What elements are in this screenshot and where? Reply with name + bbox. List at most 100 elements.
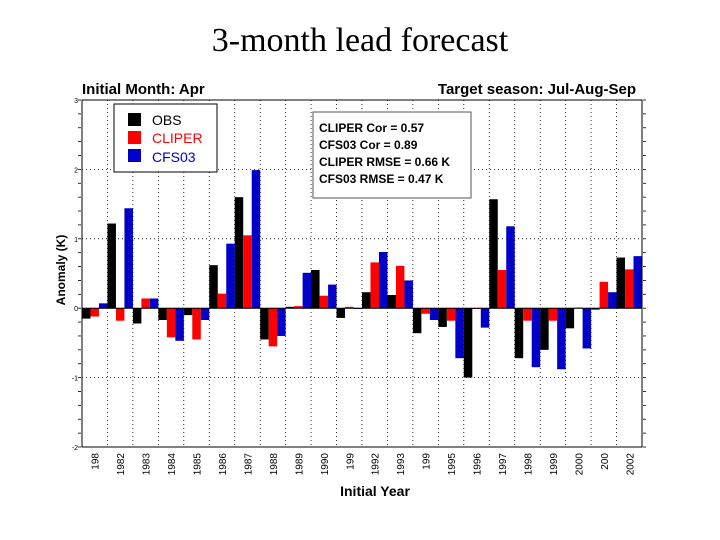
- bar-obs-2002: [616, 257, 626, 309]
- bar-cliper-1984: [166, 308, 176, 338]
- x-tick-label: 1983: [142, 453, 153, 476]
- bar-cliper-1987: [243, 235, 252, 309]
- legend-label-cliper: CLIPER: [152, 130, 203, 146]
- x-tick-label: 1999: [549, 453, 560, 476]
- bar-obs-2000: [565, 308, 575, 329]
- bar-obs-1983: [132, 308, 142, 324]
- x-tick-label: 1997: [498, 453, 509, 476]
- x-tick-label: 199: [422, 453, 433, 470]
- x-tick-label: 199: [345, 453, 356, 470]
- bar-cliper-2002: [625, 269, 634, 309]
- bar-cliper-1994: [421, 308, 430, 314]
- x-tick-label: 200: [600, 453, 611, 470]
- bar-obs-1995: [438, 308, 447, 327]
- bar-cfs03-1988: [277, 308, 286, 336]
- bar-cliper-1990: [319, 295, 329, 309]
- legend: OBS CLIPER CFS03: [113, 103, 218, 173]
- bar-cfs03-1999: [557, 308, 566, 370]
- x-tick-label: 1986: [218, 453, 229, 476]
- bar-cfs03-1981: [98, 303, 108, 309]
- bar-cfs03-1995: [455, 308, 464, 359]
- x-tick-label: 1987: [243, 453, 254, 476]
- bar-obs-1993: [387, 295, 396, 309]
- y-tick-label: -1: [72, 376, 78, 383]
- legend-label-cfs03: CFS03: [152, 149, 196, 165]
- y-tick-label: -2: [72, 445, 78, 452]
- bar-cfs03-1990: [328, 284, 337, 309]
- x-tick-label: 1996: [473, 453, 484, 476]
- bar-cfs03-1982: [124, 208, 133, 309]
- bar-cliper-1981: [90, 308, 99, 317]
- bar-cliper-2001: [599, 281, 609, 309]
- bar-obs-1990: [311, 270, 320, 309]
- plot-frame: [81, 99, 643, 448]
- bar-obs-1991: [336, 308, 346, 318]
- x-tick-label: 1989: [294, 453, 305, 476]
- bar-cfs03-2002: [633, 256, 643, 309]
- bar-cliper-1986: [217, 293, 227, 309]
- bar-obs-1992: [361, 292, 371, 309]
- x-tick-label: 1985: [193, 453, 204, 476]
- x-tick-label: 1993: [396, 453, 407, 476]
- bar-obs-1989: [285, 306, 295, 309]
- bar-cfs03-1996: [480, 308, 490, 328]
- bar-cliper-1989: [294, 306, 303, 309]
- x-tick-label: 1998: [523, 453, 534, 476]
- bar-cliper-1985: [192, 308, 201, 340]
- bar-cfs03-1994: [429, 308, 439, 320]
- bar-obs-1986: [209, 265, 218, 309]
- bar-cfs03-1984: [175, 308, 184, 341]
- bar-cfs03-2001: [608, 292, 617, 309]
- bar-cliper-1999: [548, 308, 558, 321]
- bar-obs-1997: [489, 199, 498, 309]
- x-tick-label: 1984: [167, 453, 178, 476]
- bar-cfs03-1985: [200, 308, 210, 320]
- slide-title: 3-month lead forecast: [211, 22, 509, 59]
- bar-obs-1985: [183, 308, 193, 316]
- stat-cfs03-cor: CFS03 Cor = 0.89: [319, 138, 418, 152]
- x-tick-label: 1995: [447, 453, 458, 476]
- bar-cfs03-1992: [378, 251, 388, 309]
- bar-cliper-1997: [497, 270, 507, 309]
- bar-obs-2001: [591, 308, 600, 310]
- x-tick-labels: 198 1982 1983 1984 1985 1986 1987 1988 1989 1990 1…: [91, 453, 637, 476]
- bar-cliper-1988: [268, 308, 278, 347]
- y-tick-label: 3: [74, 98, 78, 105]
- stat-cliper-rmse: CLIPER RMSE = 0.66 K: [319, 155, 450, 169]
- x-tick-label: 1982: [116, 453, 127, 476]
- bar-cliper-1995: [446, 308, 456, 321]
- x-tick-label: 1990: [320, 453, 331, 476]
- bars: [81, 170, 643, 378]
- bar-obs-1987: [234, 197, 244, 309]
- y-tick-label: 2: [74, 167, 78, 174]
- bar-cliper-1982: [115, 308, 125, 321]
- legend-swatch-obs: [128, 113, 141, 126]
- bar-obs-1996: [463, 308, 473, 378]
- legend-label-obs: OBS: [152, 112, 182, 128]
- x-tick-label: 2002: [625, 453, 636, 476]
- bar-cfs03-2000: [582, 308, 592, 349]
- bar-obs-1981: [81, 308, 91, 319]
- legend-swatch-cliper: [128, 131, 141, 144]
- x-tick-label: 2000: [574, 453, 585, 476]
- bar-obs-1999: [540, 308, 549, 350]
- y-tick-label: 0: [74, 306, 78, 313]
- x-axis-label: Initial Year: [340, 483, 410, 499]
- panel-title-left: Initial Month: Apr: [82, 81, 205, 98]
- panel-title-right: Target season: Jul-Aug-Sep: [438, 81, 636, 98]
- bar-obs-1998: [514, 308, 524, 359]
- stats-box-frame: [312, 111, 472, 199]
- bar-obs-1988: [260, 308, 269, 340]
- bar-cliper-1998: [523, 308, 532, 321]
- bar-cfs03-1987: [251, 170, 261, 309]
- bar-cfs03-1986: [226, 243, 235, 309]
- bar-cfs03-1997: [506, 226, 515, 309]
- axis-ticks: [78, 99, 646, 448]
- bar-cliper-1983: [141, 298, 150, 309]
- bar-cfs03-1989: [302, 272, 312, 309]
- y-axis-label: Anomaly (K): [54, 235, 68, 306]
- stat-cliper-cor: CLIPER Cor = 0.57: [319, 121, 424, 135]
- bar-cliper-1991: [345, 306, 354, 309]
- bar-obs-1982: [107, 223, 116, 309]
- y-tick-label: 1: [74, 237, 78, 244]
